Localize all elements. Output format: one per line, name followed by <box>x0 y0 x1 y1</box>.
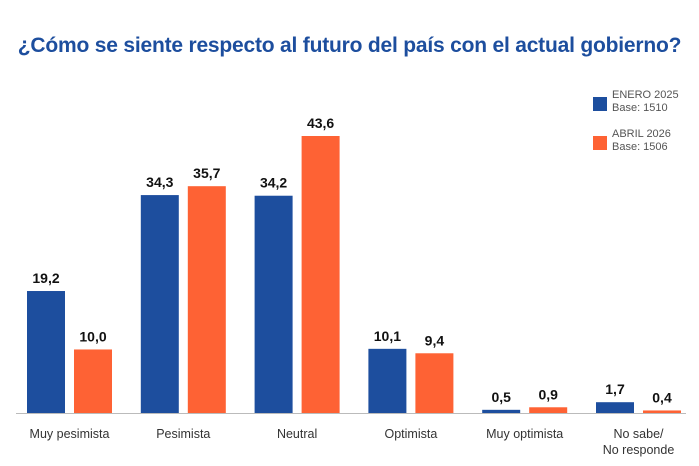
legend-base: Base: 1510 <box>612 102 668 114</box>
bar-enero-2025 <box>140 195 179 413</box>
data-label: 34,3 <box>146 174 173 190</box>
data-label: 35,7 <box>193 165 220 181</box>
data-label: 1,7 <box>605 381 625 397</box>
legend-label: ENERO 2025 <box>612 89 679 101</box>
legend-swatch-blue <box>593 97 607 111</box>
bar-abril-2026 <box>415 353 454 413</box>
bar-abril-2026 <box>643 410 681 413</box>
category-label: Muy optimista <box>486 427 563 441</box>
category-label: Neutral <box>277 427 317 441</box>
legend-swatch-orange <box>593 136 607 150</box>
bar-enero-2025 <box>368 348 407 413</box>
legend-label: ABRIL 2026 <box>612 128 671 140</box>
legend-base: Base: 1506 <box>612 141 668 153</box>
category-label: No responde <box>603 443 675 457</box>
data-label: 10,0 <box>79 328 106 344</box>
category-label: Optimista <box>385 427 438 441</box>
bar-abril-2026 <box>301 136 340 413</box>
bar-abril-2026 <box>529 407 568 413</box>
data-label: 34,2 <box>260 175 287 191</box>
category-label: Pesimista <box>156 427 210 441</box>
data-label: 0,5 <box>491 389 511 405</box>
data-label: 43,6 <box>307 115 334 131</box>
data-label: 19,2 <box>32 270 59 286</box>
bar-enero-2025 <box>254 195 293 413</box>
category-label: Muy pesimista <box>30 427 110 441</box>
data-label: 9,4 <box>425 332 445 348</box>
data-label: 0,4 <box>652 389 672 405</box>
chart-title: ¿Cómo se siente respecto al futuro del p… <box>17 34 682 57</box>
bar-abril-2026 <box>74 349 112 413</box>
data-label: 0,9 <box>538 386 558 402</box>
category-label: No sabe/ <box>613 427 664 441</box>
bar-enero-2025 <box>596 402 634 413</box>
data-label: 10,1 <box>374 328 401 344</box>
bar-enero-2025 <box>27 291 65 413</box>
bar-enero-2025 <box>482 409 521 413</box>
bar-abril-2026 <box>187 186 226 413</box>
